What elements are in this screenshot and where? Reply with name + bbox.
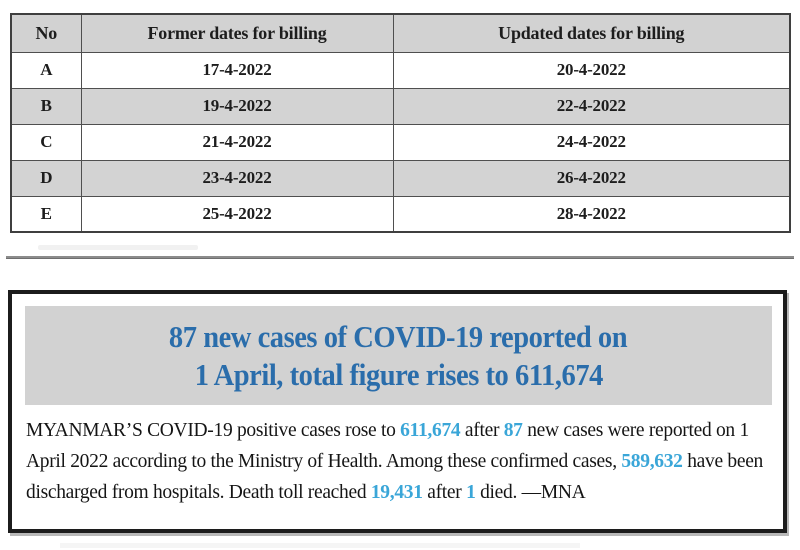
table-cell-former: 19-4-2022 [80,87,394,125]
table-cell-no: E [10,195,82,233]
billing-dates-table: No Former dates for billing Updated date… [10,13,791,233]
highlighted-figure: 589,632 [621,450,683,472]
table-cell-former: 23-4-2022 [80,159,394,197]
table-cell-no: D [10,159,82,197]
table-cell-updated: 26-4-2022 [392,159,791,197]
highlighted-figure: 1 [466,481,476,503]
highlighted-figure: 87 [503,420,523,441]
highlighted-figure: 19,431 [370,481,423,503]
covid-news-box: 87 new cases of COVID-19 reported on 1 A… [8,290,787,533]
body-text-segment: have been discharged from hospitals. Dea… [26,450,763,503]
body-text-segment: after [422,481,467,503]
table-cell-no: B [10,87,82,125]
table-row: C 21-4-2022 24-4-2022 [10,123,791,161]
table-header-row: No Former dates for billing Updated date… [10,13,791,53]
table-cell-no: A [10,51,82,89]
headline-banner: 87 new cases of COVID-19 reported on 1 A… [25,306,772,405]
body-text-segment: after [460,420,504,441]
table-cell-updated: 24-4-2022 [392,123,791,161]
headline-line-1: 87 new cases of COVID-19 reported on [169,318,628,354]
headline-line-2: 1 April, total figure rises to 611,674 [194,356,603,392]
table-row: E 25-4-2022 28-4-2022 [10,195,791,233]
table-cell-updated: 20-4-2022 [392,51,791,89]
section-divider [6,256,794,259]
table-row: A 17-4-2022 20-4-2022 [10,51,791,89]
cutoff-content-ghost [60,543,580,548]
table-cell-updated: 28-4-2022 [392,195,791,233]
body-text-segment: new cases were reported on 1 April 2022 … [26,420,749,472]
table-cell-former: 21-4-2022 [80,123,394,161]
table-cell-no: C [10,123,82,161]
column-header-no: No [10,13,82,53]
table-cell-updated: 22-4-2022 [392,87,791,125]
print-bleed-ghost [38,245,198,250]
table-row: B 19-4-2022 22-4-2022 [10,87,791,125]
table-cell-former: 17-4-2022 [80,51,394,89]
table-cell-former: 25-4-2022 [80,195,394,233]
highlighted-figure: 611,674 [400,420,461,441]
column-header-former-dates: Former dates for billing [80,13,394,53]
body-text-segment: died. —MNA [475,481,586,503]
table-row: D 23-4-2022 26-4-2022 [10,159,791,197]
column-header-updated-dates: Updated dates for billing [392,13,791,53]
article-body: MYANMAR’S COVID-19 positive cases rose t… [26,416,774,508]
body-text-segment: MYANMAR’S COVID-19 positive cases rose t… [26,420,401,441]
